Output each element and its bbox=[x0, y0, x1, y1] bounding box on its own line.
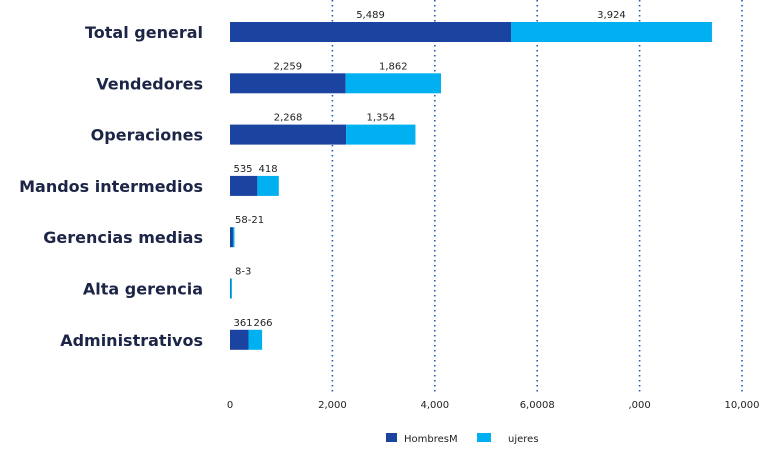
bar-segment-mujeres bbox=[248, 329, 263, 350]
bar-segment-hombres bbox=[230, 227, 233, 248]
grid-lines bbox=[331, 0, 743, 395]
bar-segment-hombres bbox=[230, 124, 347, 145]
data-label: 5,489 bbox=[356, 10, 385, 21]
bar-segment-hombres bbox=[230, 329, 249, 350]
data-label: 361 bbox=[233, 318, 252, 329]
x-tick-label: 6,0008 bbox=[520, 400, 555, 411]
data-label: 3,924 bbox=[597, 10, 626, 21]
category-label: Vendedores bbox=[96, 74, 203, 93]
category-label: Operaciones bbox=[91, 126, 203, 145]
data-label: 418 bbox=[259, 164, 278, 175]
legend-swatch-mujeres bbox=[477, 433, 491, 442]
legend-label-mujeres: ujeres bbox=[508, 434, 539, 445]
x-axis-tick-labels: 0 2,000 4,000 6,0008 ,000 10,000 bbox=[227, 400, 760, 411]
bar-segment-mujeres bbox=[232, 227, 235, 248]
category-labels: Total general Vendedores Operaciones Mandos… bbox=[19, 23, 203, 350]
legend-swatch-hombres bbox=[386, 433, 397, 442]
category-label: Total general bbox=[85, 23, 203, 42]
data-label: 2,259 bbox=[274, 61, 303, 72]
data-label: 8-3 bbox=[235, 267, 251, 278]
data-label: 1,862 bbox=[379, 61, 408, 72]
data-label: 2,268 bbox=[274, 113, 303, 124]
bar-segment-mujeres bbox=[345, 73, 441, 94]
category-label: Administrativos bbox=[60, 331, 203, 350]
bar-segment-hombres bbox=[230, 175, 258, 196]
x-tick-label: 0 bbox=[227, 400, 233, 411]
bar-segment-mujeres bbox=[346, 124, 416, 145]
bars bbox=[230, 22, 712, 350]
data-label: 1,354 bbox=[366, 113, 395, 124]
category-label: Mandos intermedios bbox=[19, 177, 203, 196]
bar-segment-hombres bbox=[230, 73, 346, 94]
data-labels: 5,489 3,924 2,259 1,862 2,268 1,354 535 418 58-2… bbox=[233, 10, 625, 329]
category-label: Gerencias medias bbox=[43, 228, 203, 247]
bar-segment-hombres bbox=[230, 22, 512, 42]
data-label: 535 bbox=[233, 164, 252, 175]
x-tick-label: 4,000 bbox=[420, 400, 449, 411]
bar-segment-mujeres bbox=[257, 175, 279, 196]
legend-label-hombres: HombresM bbox=[404, 434, 458, 445]
x-tick-label: 10,000 bbox=[725, 400, 760, 411]
bar-segment-mujeres bbox=[230, 278, 232, 299]
legend: HombresM ujeres bbox=[386, 433, 539, 445]
bar-segment-mujeres bbox=[511, 22, 712, 42]
x-tick-label: ,000 bbox=[628, 400, 650, 411]
x-tick-label: 2,000 bbox=[318, 400, 347, 411]
data-label: 266 bbox=[253, 318, 272, 329]
category-label: Alta gerencia bbox=[83, 280, 203, 299]
data-label: 58-21 bbox=[235, 215, 264, 226]
